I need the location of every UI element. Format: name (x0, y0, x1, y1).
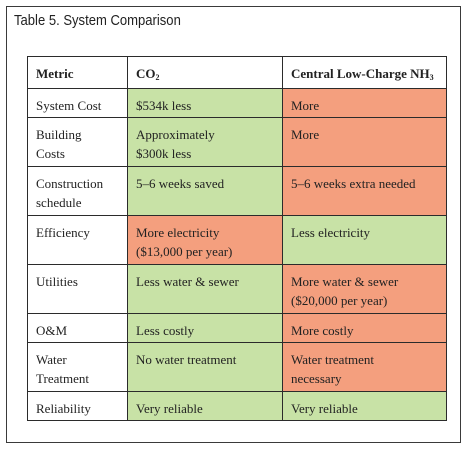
header-row: Metric CO2 Central Low-Charge NH3 (27, 56, 447, 89)
nh3-cell: More (282, 117, 447, 167)
metric-cell: Reliability (27, 391, 128, 421)
metric-cell: Utilities (27, 264, 128, 314)
nh3-cell: Less electricity (282, 215, 447, 265)
table-row: O&M Less costly More costly (27, 313, 447, 343)
header-metric: Metric (27, 56, 128, 89)
nh3-cell: Very reliable (282, 391, 447, 421)
metric-cell: System Cost (27, 88, 128, 118)
nh3-cell: 5–6 weeks extra needed (282, 166, 447, 216)
table-row: Construction schedule 5–6 weeks saved 5–6… (27, 166, 447, 216)
metric-cell: O&M (27, 313, 128, 343)
header-co2: CO2 (127, 56, 283, 89)
nh3-cell: More (282, 88, 447, 118)
table-row: Reliability Very reliable Very reliable (27, 391, 447, 421)
table-row: Efficiency More electricity ($13,000 per … (27, 215, 447, 265)
table-row: Utilities Less water & sewer More water … (27, 264, 447, 314)
nh3-cell: Water treatment necessary (282, 342, 447, 392)
co2-cell: $534k less (127, 88, 283, 118)
table-row: Water Treatment No water treatment Water … (27, 342, 447, 392)
table-row: Building Costs Approximately $300k less Mo… (27, 117, 447, 167)
header-nh3: Central Low-Charge NH3 (282, 56, 447, 89)
metric-cell: Construction schedule (27, 166, 128, 216)
metric-cell: Water Treatment (27, 342, 128, 392)
co2-cell: Less water & sewer (127, 264, 283, 314)
co2-cell: Very reliable (127, 391, 283, 421)
nh3-cell: More water & sewer ($20,000 per year) (282, 264, 447, 314)
table-row: System Cost $534k less More (27, 88, 447, 118)
co2-cell: Approximately $300k less (127, 117, 283, 167)
metric-cell: Building Costs (27, 117, 128, 167)
co2-cell: More electricity ($13,000 per year) (127, 215, 283, 265)
co2-cell: Less costly (127, 313, 283, 343)
nh3-cell: More costly (282, 313, 447, 343)
co2-cell: 5–6 weeks saved (127, 166, 283, 216)
metric-cell: Efficiency (27, 215, 128, 265)
table-title: Table 5. System Comparison (14, 13, 181, 29)
comparison-table: Metric CO2 Central Low-Charge NH3 System… (27, 56, 447, 421)
co2-cell: No water treatment (127, 342, 283, 392)
